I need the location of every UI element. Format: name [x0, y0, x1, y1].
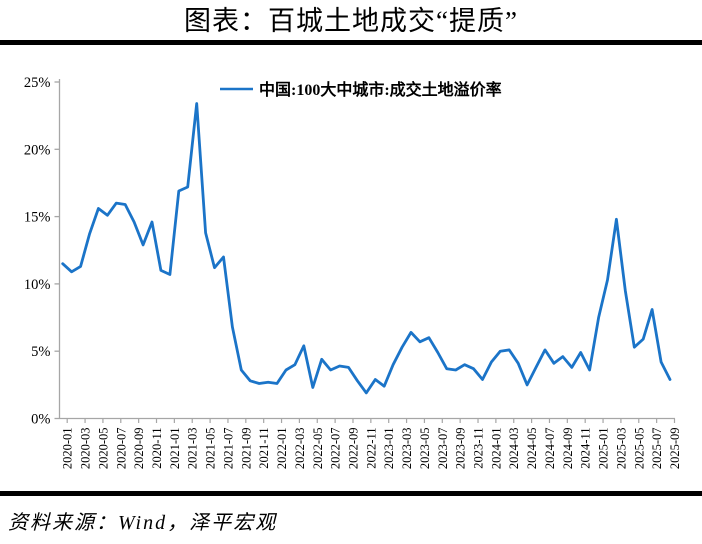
y-tick-label: 20%: [24, 142, 51, 158]
x-tick-label: 2022-09: [346, 428, 360, 470]
source-note: 资料来源：Wind，泽平宏观: [8, 512, 278, 534]
x-tick-label: 2020-05: [96, 428, 110, 470]
x-tick-label: 2025-05: [632, 428, 646, 470]
x-tick-label: 2021-09: [239, 428, 253, 470]
x-tick-label: 2021-05: [204, 428, 218, 470]
x-tick-label: 2022-03: [293, 428, 307, 470]
x-tick-label: 2024-11: [579, 428, 593, 469]
x-tick-label: 2022-11: [364, 428, 378, 469]
x-tick-label: 2025-07: [650, 428, 664, 470]
x-tick-label: 2025-01: [597, 428, 611, 470]
x-tick-label: 2025-03: [614, 428, 628, 470]
page-title: 图表：百城土地成交“提质”: [184, 6, 518, 36]
legend: 中国:100大中城市:成交土地溢价率: [220, 80, 502, 99]
x-tick-label: 2020-07: [114, 428, 128, 470]
x-tick-label: 2021-01: [168, 428, 182, 470]
y-tick-label: 5%: [31, 344, 50, 360]
bottom-divider: [0, 491, 702, 496]
y-tick-label: 15%: [24, 210, 51, 226]
premium-rate-line-chart: 0% 5% 10% 15% 20% 25% 2020-01 2020-03 2020-05 202…: [24, 75, 682, 470]
x-tick-label: 2023-03: [400, 428, 414, 470]
x-tick-label: 2020-11: [150, 428, 164, 469]
x-tick-label: 2022-01: [275, 428, 289, 470]
x-tick-label: 2023-11: [472, 428, 486, 469]
x-tick-label: 2022-07: [329, 428, 343, 470]
x-tick-label: 2020-01: [61, 428, 75, 470]
y-tick-label: 0%: [31, 412, 50, 428]
x-tick-label: 2020-03: [79, 428, 93, 470]
legend-label: 中国:100大中城市:成交土地溢价率: [259, 80, 502, 99]
x-tick-label: 2024-01: [489, 427, 503, 469]
x-tick-label: 2023-07: [436, 428, 450, 470]
x-tick-label: 2020-09: [132, 428, 146, 470]
chart-container: 0% 5% 10% 15% 20% 25% 2020-01 2020-03 2020-05 202…: [0, 45, 702, 491]
x-tick-label: 2025-09: [668, 428, 682, 470]
premium-rate-series-line: [61, 102, 672, 395]
x-tick-label: 2021-07: [221, 428, 235, 470]
x-tick-label: 2024-09: [561, 428, 575, 470]
x-tick-label: 2024-03: [507, 428, 521, 470]
y-tick-label: 10%: [24, 277, 51, 293]
x-tick-label: 2023-09: [454, 428, 468, 470]
y-tick-label: 25%: [24, 75, 51, 91]
x-tick-label: 2024-07: [543, 428, 557, 470]
x-tick-label: 2022-05: [311, 428, 325, 470]
x-tick-label: 2024-05: [525, 428, 539, 470]
x-tick-label: 2021-03: [186, 428, 200, 470]
x-tick-label: 2023-01: [382, 428, 396, 470]
x-tick-label: 2023-05: [418, 428, 432, 470]
top-divider: [0, 40, 702, 45]
x-tick-label: 2021-11: [257, 428, 271, 469]
